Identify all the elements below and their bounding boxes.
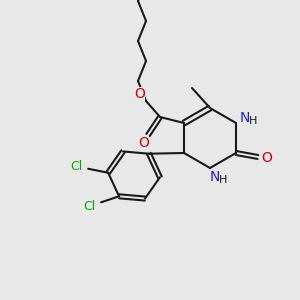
Text: N: N [210,170,220,184]
Text: N: N [240,111,250,125]
Text: H: H [219,175,227,185]
Text: H: H [249,116,257,126]
Text: O: O [139,136,149,150]
Text: Cl: Cl [83,200,95,213]
Text: Cl: Cl [70,160,82,173]
Text: O: O [135,87,146,101]
Text: O: O [262,151,272,165]
